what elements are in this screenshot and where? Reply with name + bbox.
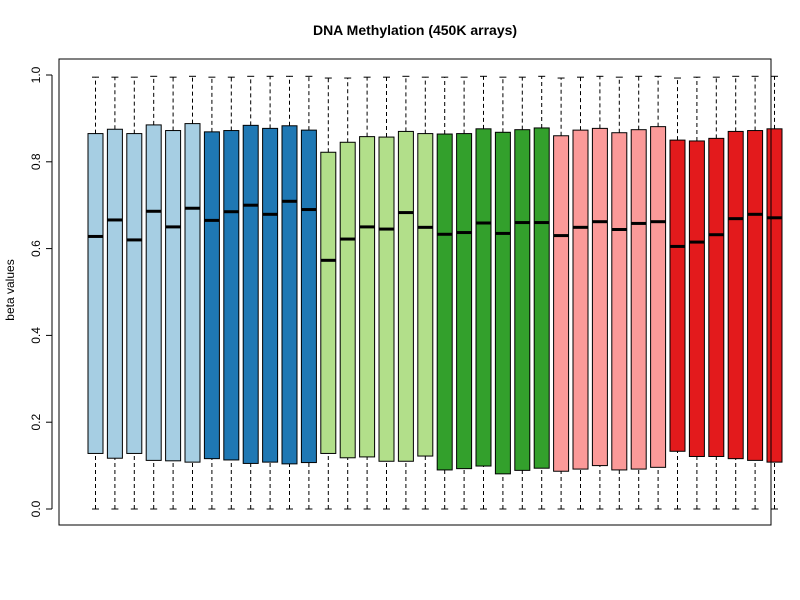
box-25 bbox=[553, 77, 570, 510]
box-iqr bbox=[611, 132, 628, 471]
box-iqr bbox=[262, 127, 279, 463]
chart-title: DNA Methylation (450K arrays) bbox=[313, 22, 517, 38]
box-33 bbox=[708, 76, 725, 510]
box-21 bbox=[475, 75, 492, 510]
box-17 bbox=[397, 75, 414, 510]
box-iqr bbox=[747, 130, 764, 461]
box-iqr bbox=[126, 133, 143, 454]
y-tick-label: 0.8 bbox=[29, 153, 43, 170]
box-iqr bbox=[456, 133, 473, 470]
box-iqr bbox=[87, 133, 104, 454]
box-iqr bbox=[397, 130, 414, 462]
box-22 bbox=[494, 76, 511, 510]
y-tick-label: 1.0 bbox=[29, 66, 43, 83]
y-tick-label: 0.2 bbox=[29, 414, 43, 431]
box-iqr bbox=[494, 131, 511, 475]
box-35 bbox=[747, 75, 764, 510]
box-iqr bbox=[669, 139, 686, 452]
box-15 bbox=[359, 76, 376, 510]
box-iqr bbox=[300, 129, 317, 464]
box-9 bbox=[242, 75, 259, 510]
box-iqr bbox=[708, 137, 725, 457]
box-iqr bbox=[553, 135, 570, 472]
box-iqr bbox=[106, 128, 123, 459]
box-34 bbox=[727, 75, 744, 510]
box-iqr bbox=[242, 124, 259, 464]
box-24 bbox=[533, 75, 550, 510]
box-iqr bbox=[281, 125, 298, 465]
box-8 bbox=[223, 76, 240, 510]
box-1 bbox=[87, 76, 104, 510]
box-10 bbox=[262, 75, 279, 510]
box-iqr bbox=[630, 129, 647, 470]
box-2 bbox=[106, 76, 123, 510]
box-iqr bbox=[339, 141, 356, 459]
box-iqr bbox=[223, 130, 240, 461]
box-31 bbox=[669, 77, 686, 510]
box-36 bbox=[766, 75, 783, 510]
box-7 bbox=[203, 76, 220, 510]
box-iqr bbox=[145, 124, 162, 461]
box-14 bbox=[339, 77, 356, 510]
box-iqr bbox=[514, 129, 531, 471]
y-axis: 0.0 0.2 0.4 0.6 0.8 1.0 bbox=[29, 66, 53, 517]
box-iqr bbox=[650, 126, 667, 468]
box-27 bbox=[591, 75, 608, 510]
box-series bbox=[87, 75, 783, 510]
box-iqr bbox=[203, 131, 220, 460]
box-20 bbox=[456, 76, 473, 510]
box-6 bbox=[184, 75, 201, 510]
box-iqr bbox=[475, 128, 492, 467]
y-axis-label: beta values bbox=[3, 259, 17, 320]
box-iqr bbox=[766, 128, 783, 463]
box-iqr bbox=[417, 133, 434, 457]
box-iqr bbox=[688, 140, 705, 457]
box-iqr bbox=[572, 129, 589, 470]
box-iqr bbox=[378, 136, 395, 462]
box-13 bbox=[320, 77, 337, 510]
box-4 bbox=[145, 75, 162, 510]
box-16 bbox=[378, 76, 395, 510]
box-29 bbox=[630, 75, 647, 510]
box-iqr bbox=[533, 127, 550, 469]
box-19 bbox=[436, 76, 453, 510]
box-iqr bbox=[165, 130, 182, 462]
plot-frame bbox=[58, 58, 772, 526]
y-tick-label: 0.4 bbox=[29, 327, 43, 344]
box-23 bbox=[514, 76, 531, 510]
box-28 bbox=[611, 76, 628, 510]
box-iqr bbox=[359, 136, 376, 458]
box-3 bbox=[126, 76, 143, 510]
y-tick-label: 0.0 bbox=[29, 500, 43, 517]
box-12 bbox=[300, 75, 317, 510]
box-iqr bbox=[436, 133, 453, 471]
box-32 bbox=[688, 76, 705, 510]
box-iqr bbox=[727, 130, 744, 460]
y-tick-label: 0.6 bbox=[29, 240, 43, 257]
box-iqr bbox=[591, 127, 608, 467]
box-5 bbox=[165, 76, 182, 510]
box-11 bbox=[281, 75, 298, 510]
box-iqr bbox=[320, 151, 337, 454]
box-30 bbox=[650, 75, 667, 510]
box-iqr bbox=[184, 123, 201, 463]
box-26 bbox=[572, 76, 589, 510]
box-18 bbox=[417, 76, 434, 510]
